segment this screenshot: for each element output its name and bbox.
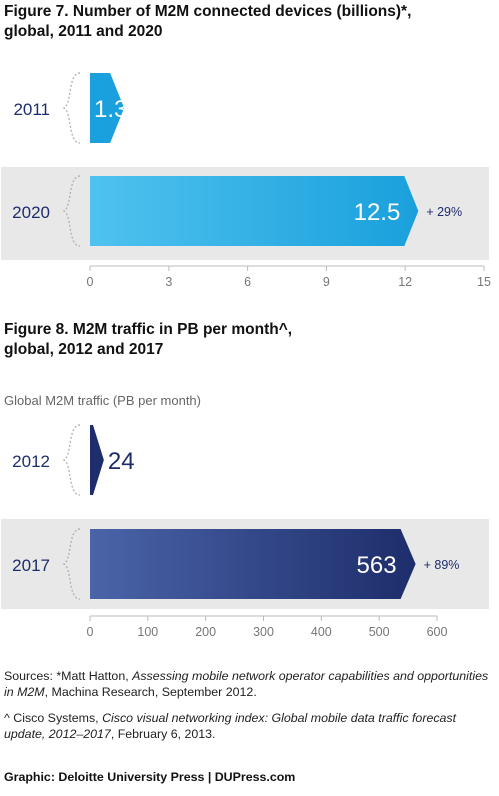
x-tick-label-6: 6 <box>244 275 251 289</box>
bar-2017 <box>90 529 416 599</box>
x-tick-label-0: 0 <box>87 625 94 639</box>
category-label-2020: 2020 <box>12 203 50 222</box>
x-tick-label-600: 600 <box>427 625 448 639</box>
figure-8-title: Figure 8. M2M traffic in PB per month^, … <box>4 321 293 358</box>
category-label-2011: 2011 <box>13 100 50 119</box>
x-tick-label-12: 12 <box>398 275 412 289</box>
x-tick-label-400: 400 <box>311 625 332 639</box>
figure-7-chart: 2011 1.3 2020 12.5 + 29% 0 3 6 9 12 15 <box>1 72 491 289</box>
bar-2020 <box>90 176 419 246</box>
sources-note: Sources: *Matt Hatton, Assessing mobile … <box>4 668 494 752</box>
x-tick-label-300: 300 <box>253 625 274 639</box>
value-label-2020: 12.5 <box>354 199 401 226</box>
value-label-2012: 24 <box>108 448 135 475</box>
figure-7-title: Figure 7. Number of M2M connected device… <box>4 3 412 40</box>
x-tick-label-9: 9 <box>323 275 330 289</box>
bar-2012 <box>90 425 104 495</box>
x-tick-label-500: 500 <box>369 625 390 639</box>
value-label-2017: 563 <box>357 552 397 579</box>
source-1: Sources: *Matt Hatton, Assessing mobile … <box>4 669 489 699</box>
bar-2011 <box>90 73 125 143</box>
brace-icon <box>62 528 81 600</box>
category-label-2012: 2012 <box>12 452 50 471</box>
figure-8-subtitle: Global M2M traffic (PB per month) <box>4 393 201 408</box>
x-tick-label-100: 100 <box>137 625 158 639</box>
x-tick-label-3: 3 <box>165 275 172 289</box>
x-tick-label-0: 0 <box>87 275 94 289</box>
figure-8-chart: 2012 24 2017 563 + 89% 0 100 200 300 400 500 600 <box>1 424 489 639</box>
source-2: ^ Cisco Systems, Cisco visual networking… <box>4 711 457 741</box>
category-label-2017: 2017 <box>12 556 50 575</box>
brace-icon <box>62 175 81 247</box>
growth-label: + 89% <box>424 558 460 572</box>
brace-icon <box>62 424 81 496</box>
graphic-credit: Graphic: Deloitte University Press | DUP… <box>4 770 296 784</box>
brace-icon <box>62 72 81 144</box>
x-tick-label-200: 200 <box>195 625 216 639</box>
value-label-2011: 1.3 <box>94 96 127 123</box>
x-tick-label-15: 15 <box>477 275 491 289</box>
growth-label: + 29% <box>426 205 462 219</box>
